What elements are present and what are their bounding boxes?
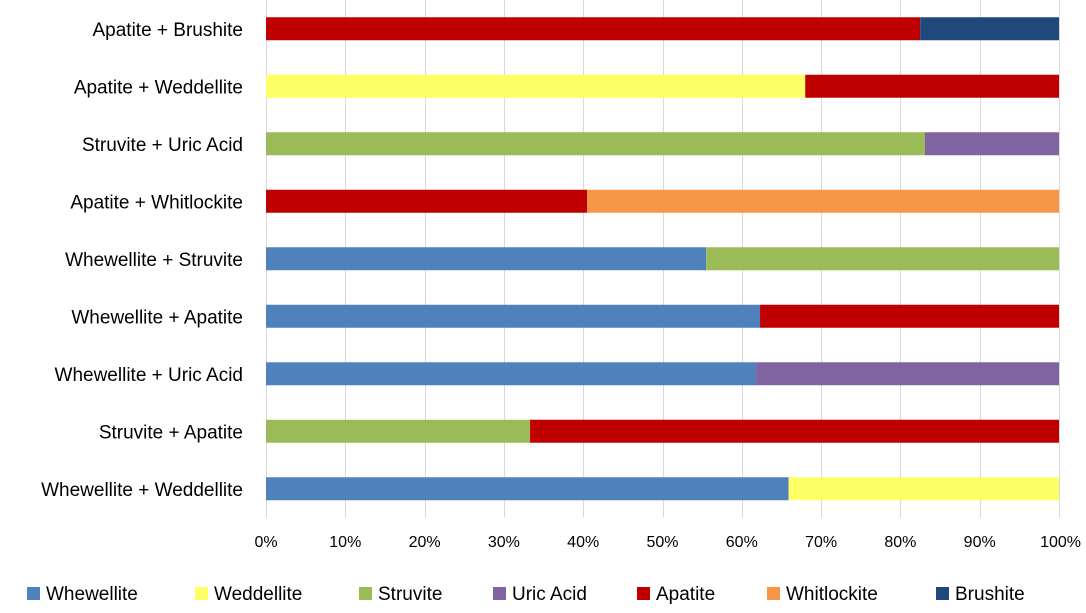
x-tick-label: 0% <box>254 534 277 551</box>
legend-swatch <box>27 587 40 600</box>
bar-segment-whitlockite <box>587 189 1059 213</box>
bar-segment-uric-acid <box>756 362 1059 386</box>
x-tick-label: 100% <box>1040 534 1081 551</box>
legend-swatch <box>493 587 506 600</box>
category-label: Whewellite + Uric Acid <box>55 365 243 386</box>
legend-label: Brushite <box>955 584 1025 605</box>
x-tick-labels: 0% 10% 20% 30% 40% 50% 60% 70% 80% 90% 100% <box>254 534 1081 551</box>
legend-item: Whitlockite <box>767 584 878 605</box>
x-tick-label: 70% <box>805 534 837 551</box>
bar-segment-struvite <box>266 132 925 156</box>
legend-label: Weddellite <box>214 584 302 605</box>
legend-label: Apatite <box>656 584 715 605</box>
x-tick-label: 50% <box>646 534 678 551</box>
x-tick-label: 20% <box>409 534 441 551</box>
bar-segment-whewellite <box>266 477 789 501</box>
bar-segment-apatite <box>805 74 1059 98</box>
legend-item: Struvite <box>359 584 442 605</box>
bar-segment-uric-acid <box>924 132 1059 156</box>
category-label: Apatite + Brushite <box>92 20 243 41</box>
category-label: Struvite + Apatite <box>99 422 243 443</box>
bar-segment-apatite <box>266 189 588 213</box>
category-label: Whewellite + Struvite <box>65 250 243 271</box>
legend-swatch <box>637 587 650 600</box>
category-label: Struvite + Uric Acid <box>82 135 243 156</box>
x-tick-label: 80% <box>884 534 916 551</box>
bar-segment-brushite <box>920 17 1059 41</box>
bar-segment-apatite <box>266 17 921 41</box>
category-label: Whewellite + Weddellite <box>41 480 243 501</box>
bar-segment-struvite <box>706 247 1059 271</box>
category-label: Apatite + Weddellite <box>74 77 243 98</box>
x-tick-label: 30% <box>488 534 520 551</box>
legend: Whewellite Weddellite Struvite Uric Acid Apa… <box>27 584 1025 605</box>
x-tick-label: 40% <box>567 534 599 551</box>
legend-label: Whitlockite <box>786 584 878 605</box>
bar-segment-apatite <box>530 419 1059 443</box>
legend-item: Brushite <box>936 584 1025 605</box>
legend-swatch <box>767 587 780 600</box>
bar-segment-weddellite <box>266 74 806 98</box>
legend-swatch <box>359 587 372 600</box>
legend-item: Whewellite <box>27 584 138 605</box>
legend-label: Uric Acid <box>512 584 587 605</box>
legend-swatch <box>936 587 949 600</box>
bar-segment-struvite <box>266 419 531 443</box>
x-tick-label: 60% <box>726 534 758 551</box>
x-tick-label: 10% <box>329 534 361 551</box>
category-label: Apatite + Whitlockite <box>70 192 243 213</box>
legend-label: Whewellite <box>46 584 138 605</box>
legend-item: Uric Acid <box>493 584 587 605</box>
bar-segment-weddellite <box>788 477 1059 501</box>
bars <box>266 17 1059 501</box>
bar-segment-whewellite <box>266 247 707 271</box>
bar-segment-whewellite <box>266 304 761 328</box>
legend-item: Apatite <box>637 584 715 605</box>
bar-segment-whewellite <box>266 362 757 386</box>
legend-label: Struvite <box>378 584 442 605</box>
bar-segment-apatite <box>760 304 1059 328</box>
category-labels: Apatite + Brushite Apatite + Weddellite St… <box>41 20 243 501</box>
category-label: Whewellite + Apatite <box>71 307 243 328</box>
x-tick-label: 90% <box>964 534 996 551</box>
legend-item: Weddellite <box>195 584 302 605</box>
legend-swatch <box>195 587 208 600</box>
